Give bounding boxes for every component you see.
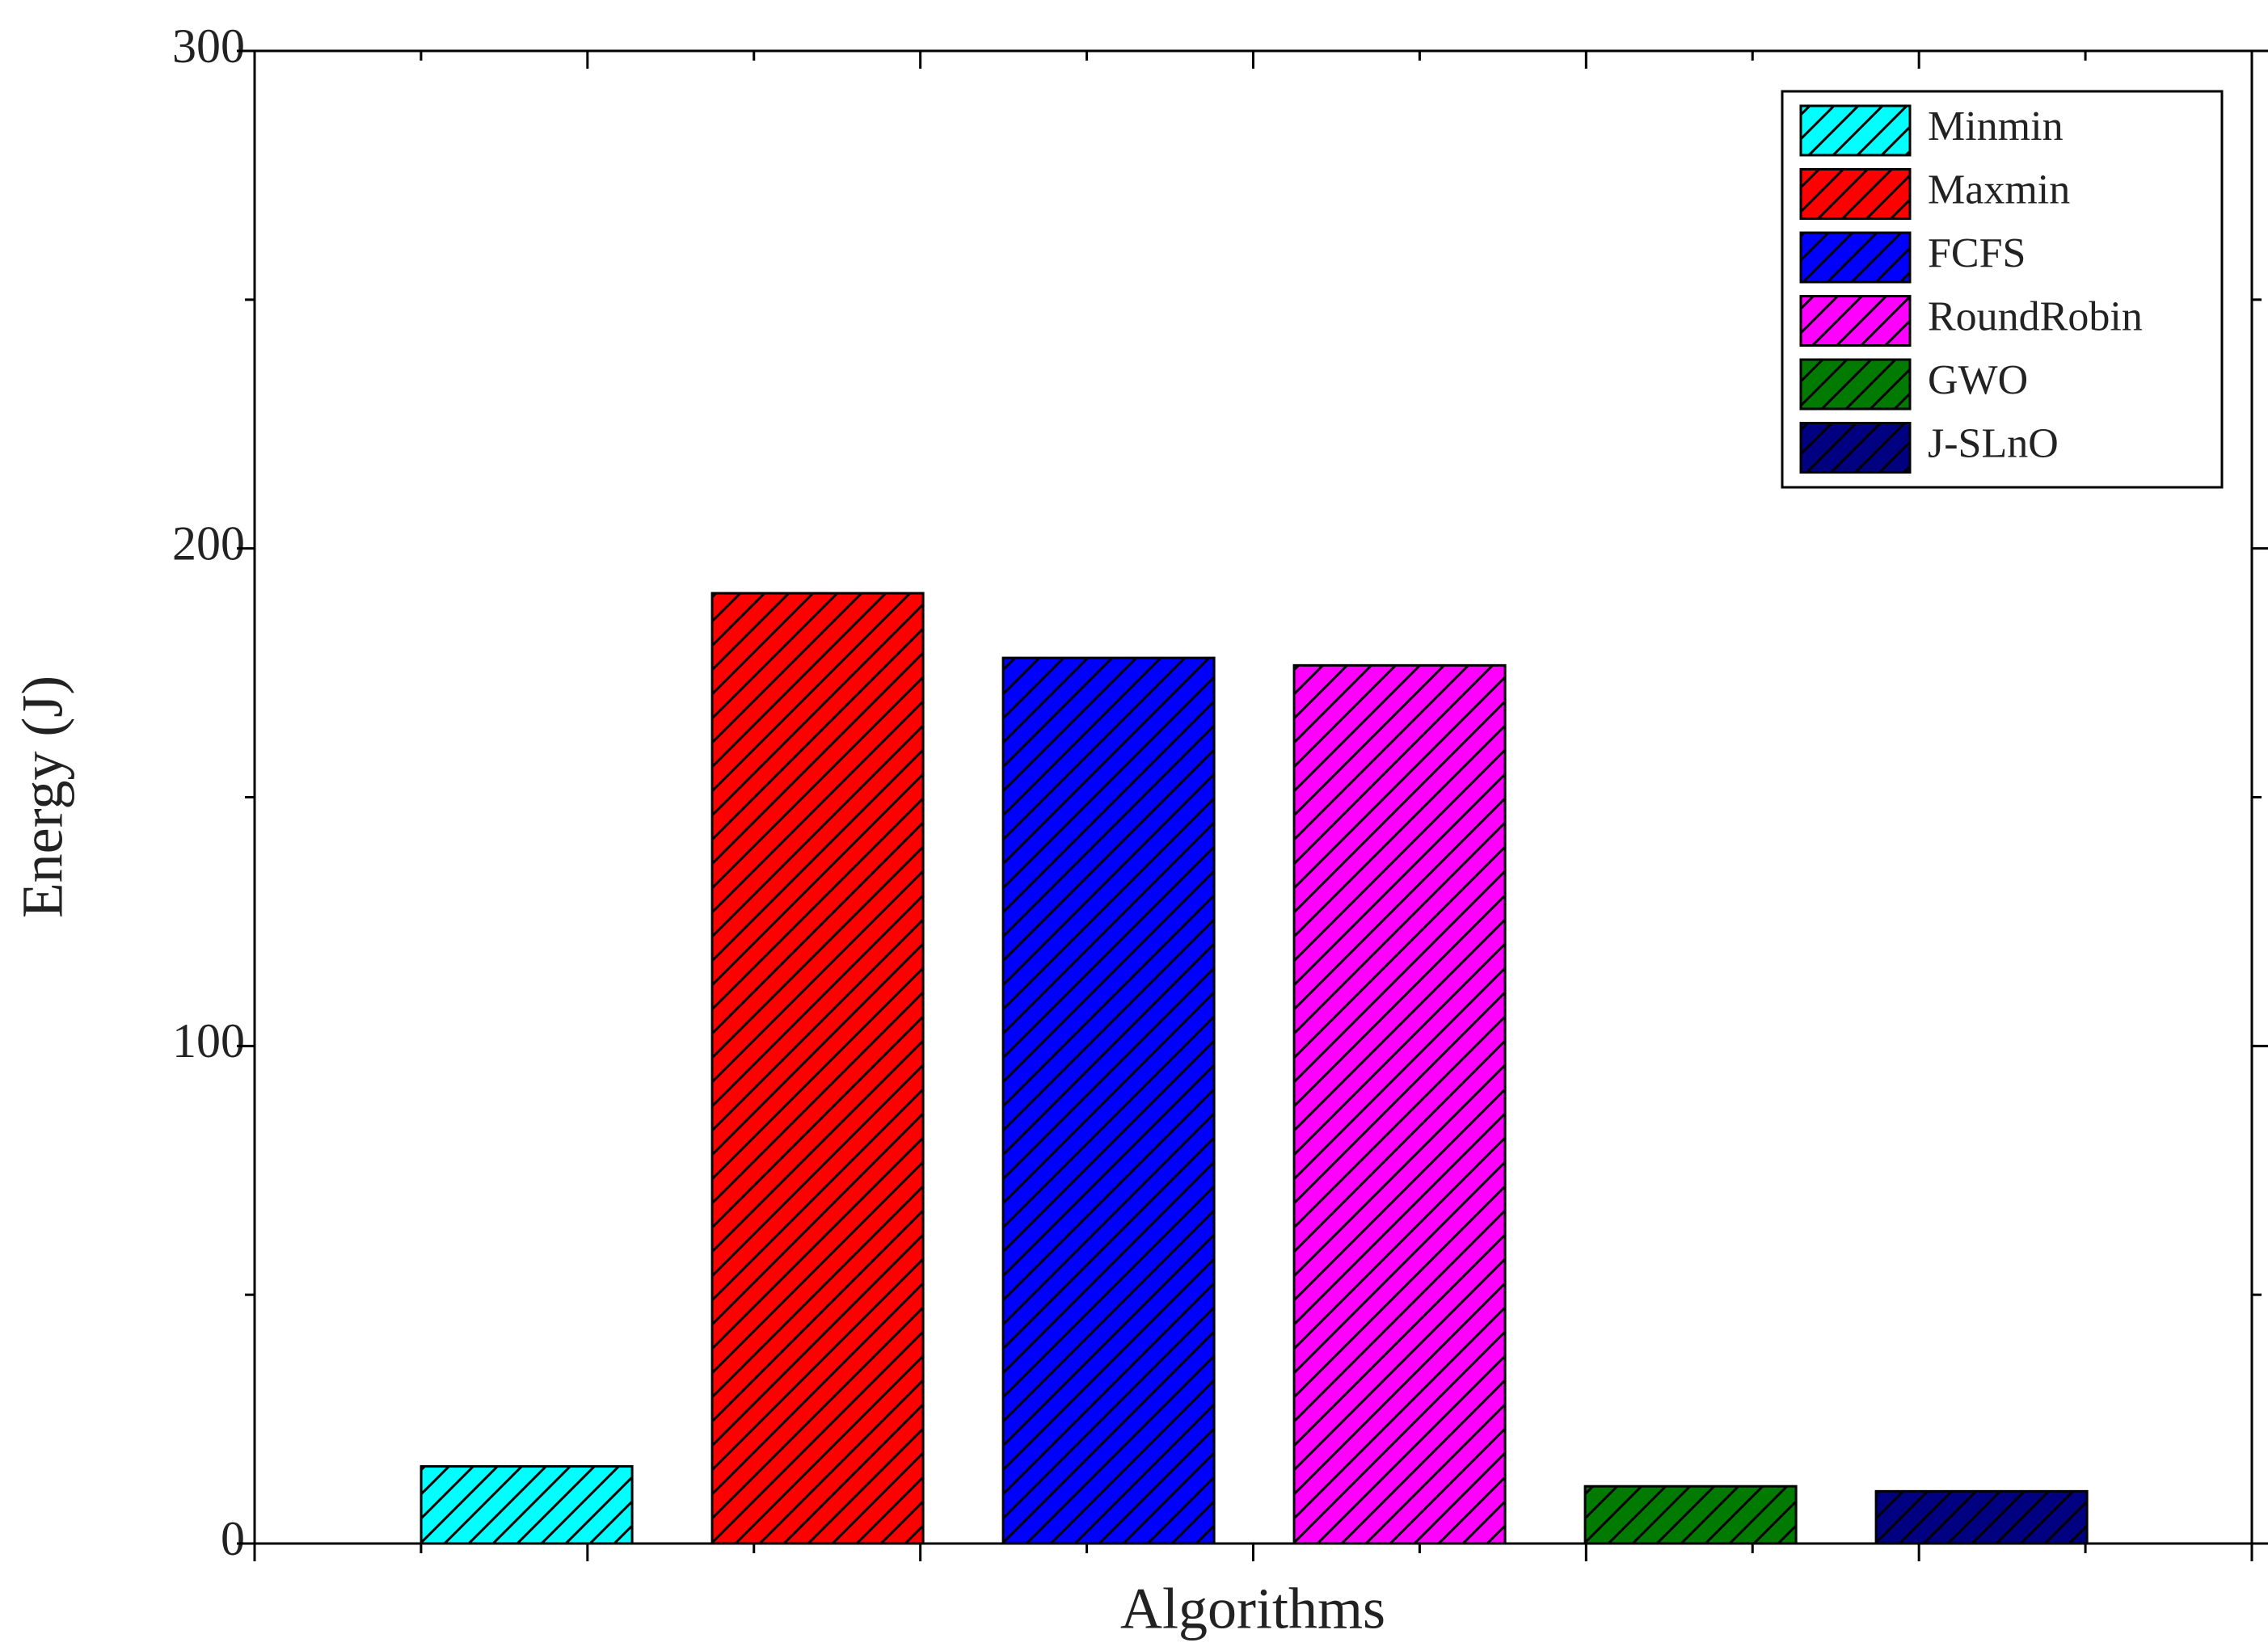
bar	[1001, 656, 1216, 1545]
bar	[1583, 1485, 1798, 1545]
plot-frame	[253, 49, 2253, 1545]
legend-label: Maxmin	[1928, 166, 2070, 213]
y-tick-label: 100	[172, 1014, 245, 1068]
bar	[419, 1465, 634, 1545]
legend-swatch	[1799, 295, 1912, 347]
legend-swatch	[1799, 231, 1912, 284]
y-axis-label: Energy (J)	[11, 676, 75, 919]
legend-label: GWO	[1928, 357, 2028, 403]
bar	[1874, 1489, 2089, 1545]
bar	[1292, 663, 1507, 1545]
x-axis-label: Algorithms	[1120, 1577, 1385, 1641]
y-tick-label: 200	[172, 516, 245, 570]
y-tick-label: 0	[221, 1512, 245, 1565]
legend-box	[1781, 90, 2224, 489]
legend-label: RoundRobin	[1928, 293, 2143, 339]
y-tick-label: 300	[172, 19, 245, 73]
legend-swatch	[1799, 104, 1912, 157]
bar	[710, 592, 925, 1545]
legend-label: Minmin	[1928, 103, 2064, 150]
legend-swatch	[1799, 358, 1912, 411]
legend-label: FCFS	[1928, 230, 2026, 276]
legend-swatch	[1799, 422, 1912, 474]
legend-label: J-SLnO	[1928, 420, 2059, 466]
legend-swatch	[1799, 168, 1912, 220]
